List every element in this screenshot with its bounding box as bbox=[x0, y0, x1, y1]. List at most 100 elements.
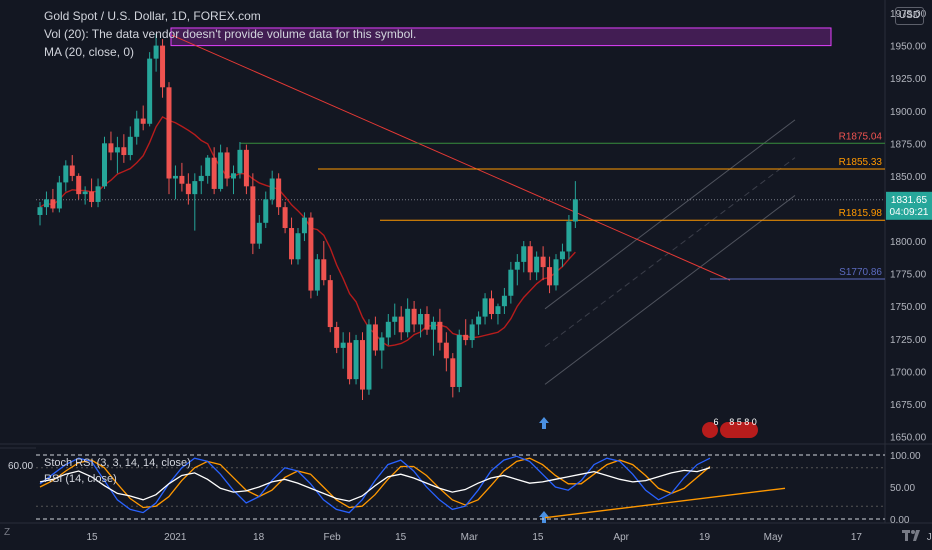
level-label: R1875.04 bbox=[839, 131, 883, 142]
price-tick-label: 1875.00 bbox=[890, 139, 927, 150]
candle-body bbox=[301, 217, 307, 234]
countdown-label: 04:09:21 bbox=[890, 207, 929, 218]
candle-body bbox=[192, 181, 198, 195]
volume-legend[interactable]: Vol (20): The data vendor doesn't provid… bbox=[44, 27, 417, 41]
up-arrow-icon bbox=[539, 417, 549, 429]
price-tick-label: 1950.00 bbox=[890, 42, 927, 53]
candle-body bbox=[476, 316, 482, 325]
tradingview-logo-icon[interactable] bbox=[900, 527, 922, 543]
up-arrow-icon bbox=[539, 511, 549, 523]
osc-tick-label: 0.00 bbox=[890, 515, 910, 526]
price-tick-label: 1725.00 bbox=[890, 335, 927, 346]
current-price-label: 1831.65 bbox=[891, 195, 928, 206]
candle-body bbox=[314, 259, 320, 291]
time-tick-label: Apr bbox=[613, 532, 629, 543]
candle-body bbox=[211, 157, 217, 189]
price-tick-label: 1850.00 bbox=[890, 172, 927, 183]
candle-body bbox=[398, 316, 404, 333]
candle-body bbox=[218, 152, 224, 189]
descending-trendline bbox=[171, 34, 731, 281]
candle-body bbox=[224, 152, 230, 179]
time-tick-label: 2021 bbox=[164, 532, 187, 543]
supply-zone-box bbox=[170, 27, 832, 47]
candle-body bbox=[334, 327, 340, 348]
rsi-line bbox=[39, 467, 711, 502]
price-tick-label: 1675.00 bbox=[890, 400, 927, 411]
candle-body bbox=[385, 321, 391, 338]
candle-body bbox=[69, 165, 75, 176]
osc-tick-label: 100.00 bbox=[890, 451, 921, 462]
osc-tick-label: 50.00 bbox=[890, 483, 915, 494]
currency-button[interactable]: USD bbox=[895, 7, 924, 25]
candle-body bbox=[489, 298, 494, 315]
candle-body bbox=[501, 295, 507, 307]
level-label: R1815.98 bbox=[839, 208, 883, 219]
rsi-trendline bbox=[544, 487, 786, 519]
candle-body bbox=[295, 233, 301, 260]
candle-body bbox=[282, 207, 288, 229]
candle-body bbox=[308, 217, 314, 291]
candle-body bbox=[127, 136, 133, 156]
current-price-tag bbox=[886, 191, 932, 220]
rsi-legend[interactable]: RSI (14, close) bbox=[44, 473, 117, 485]
candle-body bbox=[527, 246, 533, 273]
candle-body bbox=[166, 87, 172, 179]
candle-body bbox=[547, 267, 553, 286]
candle-body bbox=[424, 314, 430, 330]
price-tick-label: 1700.00 bbox=[890, 367, 927, 378]
candle-body bbox=[140, 118, 146, 124]
candle-body bbox=[353, 340, 359, 380]
price-tick-label: 1925.00 bbox=[890, 74, 927, 85]
candle-body bbox=[327, 280, 333, 328]
stoch-k-line bbox=[39, 455, 711, 514]
badge-label: 8 5 8 0 bbox=[729, 417, 757, 427]
candle-body bbox=[231, 173, 236, 179]
candle-body bbox=[430, 321, 436, 330]
time-tick-label: 18 bbox=[253, 532, 265, 543]
candle-body bbox=[366, 324, 372, 390]
price-tick-label: 1800.00 bbox=[890, 237, 927, 248]
candle-body bbox=[559, 251, 565, 260]
candle-body bbox=[360, 340, 365, 390]
candle-body bbox=[147, 58, 153, 124]
candle-body bbox=[347, 342, 353, 380]
time-tick-label: 15 bbox=[86, 532, 98, 543]
candle-body bbox=[263, 199, 269, 223]
candle-body bbox=[243, 149, 249, 187]
candle-body bbox=[250, 186, 256, 244]
candle-body bbox=[405, 308, 411, 333]
candle-body bbox=[134, 118, 140, 137]
level-label: S1770.86 bbox=[839, 267, 882, 278]
candle-body bbox=[198, 175, 204, 182]
time-tick-label: Mar bbox=[461, 532, 479, 543]
price-tick-label: 1900.00 bbox=[890, 107, 927, 118]
candle-body bbox=[43, 199, 49, 208]
ma-legend[interactable]: MA (20, close, 0) bbox=[44, 45, 135, 59]
candle-body bbox=[469, 324, 475, 341]
time-tick-label: 15 bbox=[532, 532, 544, 543]
candle-body bbox=[411, 308, 417, 325]
time-tick-label: 19 bbox=[699, 532, 711, 543]
stoch-rsi-legend[interactable]: Stoch RSI (3, 3, 14, 14, close) bbox=[44, 457, 191, 469]
candle-body bbox=[495, 306, 501, 315]
candle-body bbox=[437, 321, 443, 343]
candle-body bbox=[566, 221, 572, 252]
candle-body bbox=[276, 178, 282, 208]
candle-body bbox=[82, 191, 88, 195]
symbol-legend[interactable]: Gold Spot / U.S. Dollar, 1D, FOREX.com bbox=[44, 9, 261, 23]
moving-average-line bbox=[39, 115, 576, 347]
channel-lower-line bbox=[544, 195, 796, 385]
candle-body bbox=[379, 337, 385, 351]
candle-body bbox=[553, 259, 559, 286]
timezone-button[interactable]: Z bbox=[4, 527, 11, 538]
candle-body bbox=[185, 183, 191, 195]
candle-body bbox=[392, 316, 398, 322]
candle-body bbox=[321, 259, 327, 281]
candle-body bbox=[514, 261, 520, 270]
candle-body bbox=[540, 256, 546, 268]
event-badge-icon bbox=[702, 422, 718, 438]
osc-left-value: 60.00 bbox=[8, 461, 34, 472]
candle-body bbox=[572, 199, 578, 222]
candle-body bbox=[50, 199, 56, 209]
